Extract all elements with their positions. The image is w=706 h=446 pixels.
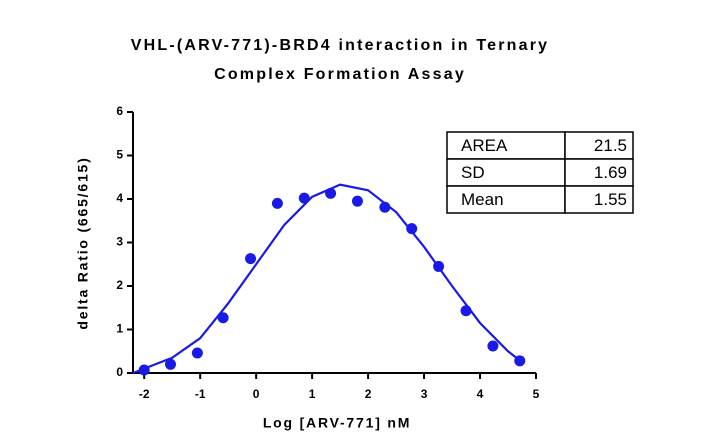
y-tick-label: 0 xyxy=(116,365,123,379)
table-cell xyxy=(564,131,634,160)
y-axis-label: delta Ratio (665/615) xyxy=(75,156,91,329)
data-point xyxy=(217,312,229,324)
table-value: 1.69 xyxy=(594,163,627,182)
data-point xyxy=(245,253,257,265)
x-tick-label: -1 xyxy=(195,387,206,401)
y-tick-label: 1 xyxy=(116,322,123,336)
fit-curve xyxy=(132,183,520,375)
x-axis-label: Log [ARV-771] nM xyxy=(263,415,411,431)
table-cell xyxy=(564,158,634,187)
y-tick-label: 3 xyxy=(116,235,123,249)
table-cell xyxy=(446,185,566,214)
chart-title: Complex Formation Assay xyxy=(214,66,466,83)
data-point xyxy=(351,195,363,207)
table-label: SD xyxy=(461,163,485,182)
data-point xyxy=(487,340,499,352)
chart-title: VHL-(ARV-771)-BRD4 interaction in Ternar… xyxy=(131,37,550,54)
y-tick-label: 6 xyxy=(116,104,123,118)
x-tick-label: 5 xyxy=(533,387,540,401)
data-point xyxy=(165,358,177,370)
data-point xyxy=(191,347,203,359)
x-tick-label: 0 xyxy=(253,387,260,401)
table-value: 1.55 xyxy=(594,190,627,209)
data-point xyxy=(271,197,283,209)
x-tick-label: 1 xyxy=(309,387,316,401)
y-tick-label: 5 xyxy=(116,148,123,162)
x-tick-label: 2 xyxy=(365,387,372,401)
table-label: AREA xyxy=(461,136,508,155)
data-point xyxy=(406,223,418,235)
x-tick-label: 4 xyxy=(477,387,484,401)
x-tick-label: 3 xyxy=(421,387,428,401)
table-value: 21.5 xyxy=(594,136,627,155)
y-tick-label: 2 xyxy=(116,278,123,292)
table-cell xyxy=(564,185,634,214)
table-label: Mean xyxy=(461,190,504,209)
x-tick-label: -2 xyxy=(139,387,150,401)
y-tick-label: 4 xyxy=(116,191,123,205)
